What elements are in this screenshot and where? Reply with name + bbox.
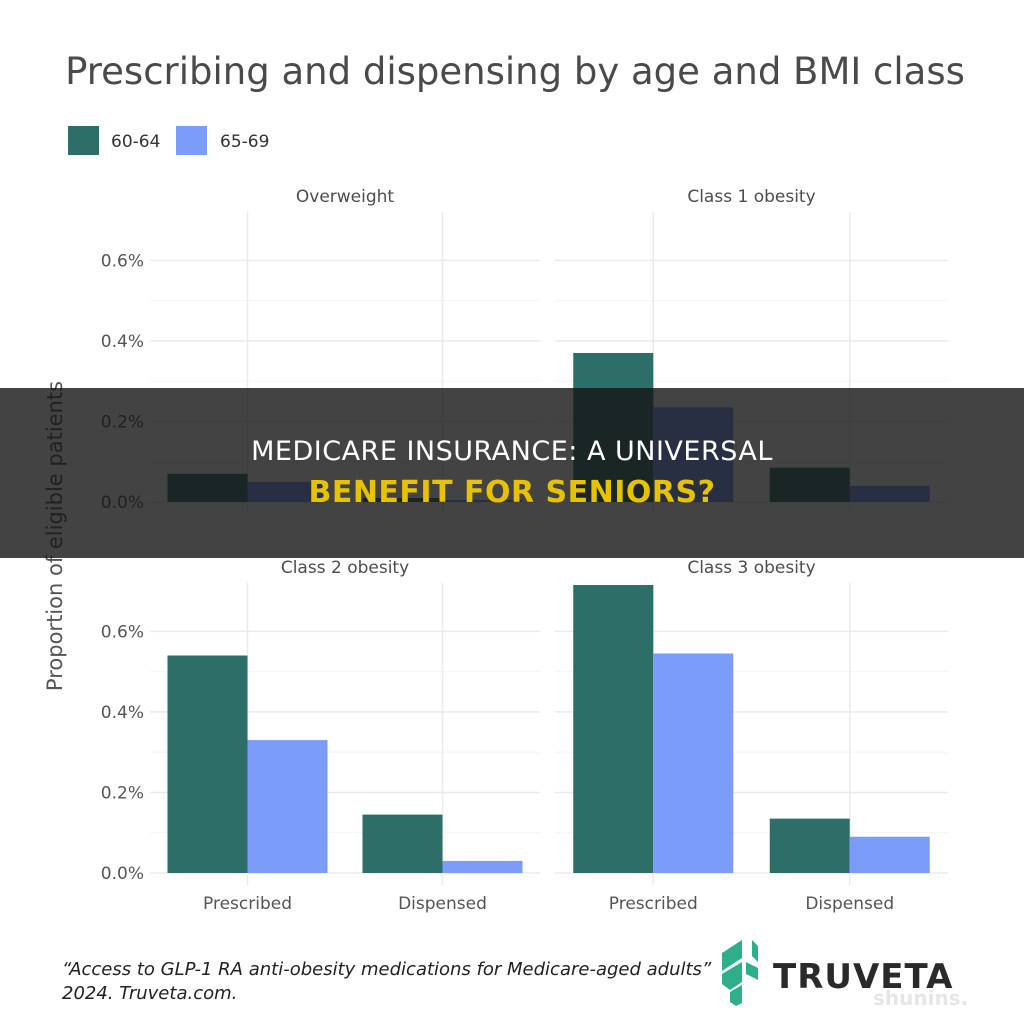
facet-title: Overweight	[296, 187, 395, 207]
bar-class-2-obesity-dispensed-60-64	[362, 814, 443, 873]
bar-class-3-obesity-prescribed-60-64	[573, 585, 654, 873]
legend-swatch-65-69	[176, 126, 207, 155]
y-tick-label: 0.6%	[101, 251, 144, 271]
headline-banner: MEDICARE INSURANCE: A UNIVERSAL BENEFIT …	[0, 388, 1024, 558]
caption-line-1: “Access to GLP-1 RA anti-obesity medicat…	[62, 959, 712, 980]
legend: 60-64 65-69	[68, 126, 269, 155]
bar-class-2-obesity-dispensed-65-69	[442, 860, 523, 873]
y-tick-label: 0.6%	[101, 622, 144, 642]
legend-label-60-64: 60-64	[111, 132, 160, 152]
facet-title: Class 1 obesity	[687, 187, 815, 207]
y-tick-label: 0.4%	[101, 332, 144, 352]
bar-class-3-obesity-dispensed-65-69	[849, 836, 930, 873]
x-tick-label: Prescribed	[609, 894, 698, 914]
headline-line-1: MEDICARE INSURANCE: A UNIVERSAL	[251, 436, 773, 467]
truveta-logo-icon	[722, 940, 758, 1006]
facet-class-2-obesity: Class 2 obesity 0.0% 0.2% 0.4% 0.6% Prescribe…	[101, 558, 540, 914]
watermark: shunins.	[873, 986, 968, 1010]
logo-text: TRUVETA	[773, 957, 953, 997]
chart-title: Prescribing and dispensing by age and BM…	[65, 50, 965, 93]
caption-line-2: 2024. Truveta.com.	[62, 983, 237, 1004]
bar-class-2-obesity-prescribed-65-69	[247, 740, 328, 873]
bar-class-3-obesity-prescribed-65-69	[653, 653, 734, 873]
bar-class-2-obesity-prescribed-60-64	[167, 655, 248, 873]
facet-title: Class 2 obesity	[281, 558, 409, 578]
y-tick-label: 0.2%	[101, 783, 144, 803]
legend-label-65-69: 65-69	[220, 132, 269, 152]
facet-title: Class 3 obesity	[687, 558, 815, 578]
x-tick-label: Dispensed	[805, 894, 894, 914]
x-tick-label: Dispensed	[398, 894, 487, 914]
x-tick-label: Prescribed	[203, 894, 292, 914]
y-tick-label: 0.0%	[101, 864, 144, 884]
y-tick-label: 0.4%	[101, 703, 144, 723]
facet-class-3-obesity: Class 3 obesity Prescribed Dispensed	[555, 558, 948, 914]
legend-swatch-60-64	[68, 126, 99, 155]
bar-class-3-obesity-dispensed-60-64	[769, 818, 850, 873]
headline-line-2: BENEFIT FOR SENIORS?	[308, 475, 716, 510]
